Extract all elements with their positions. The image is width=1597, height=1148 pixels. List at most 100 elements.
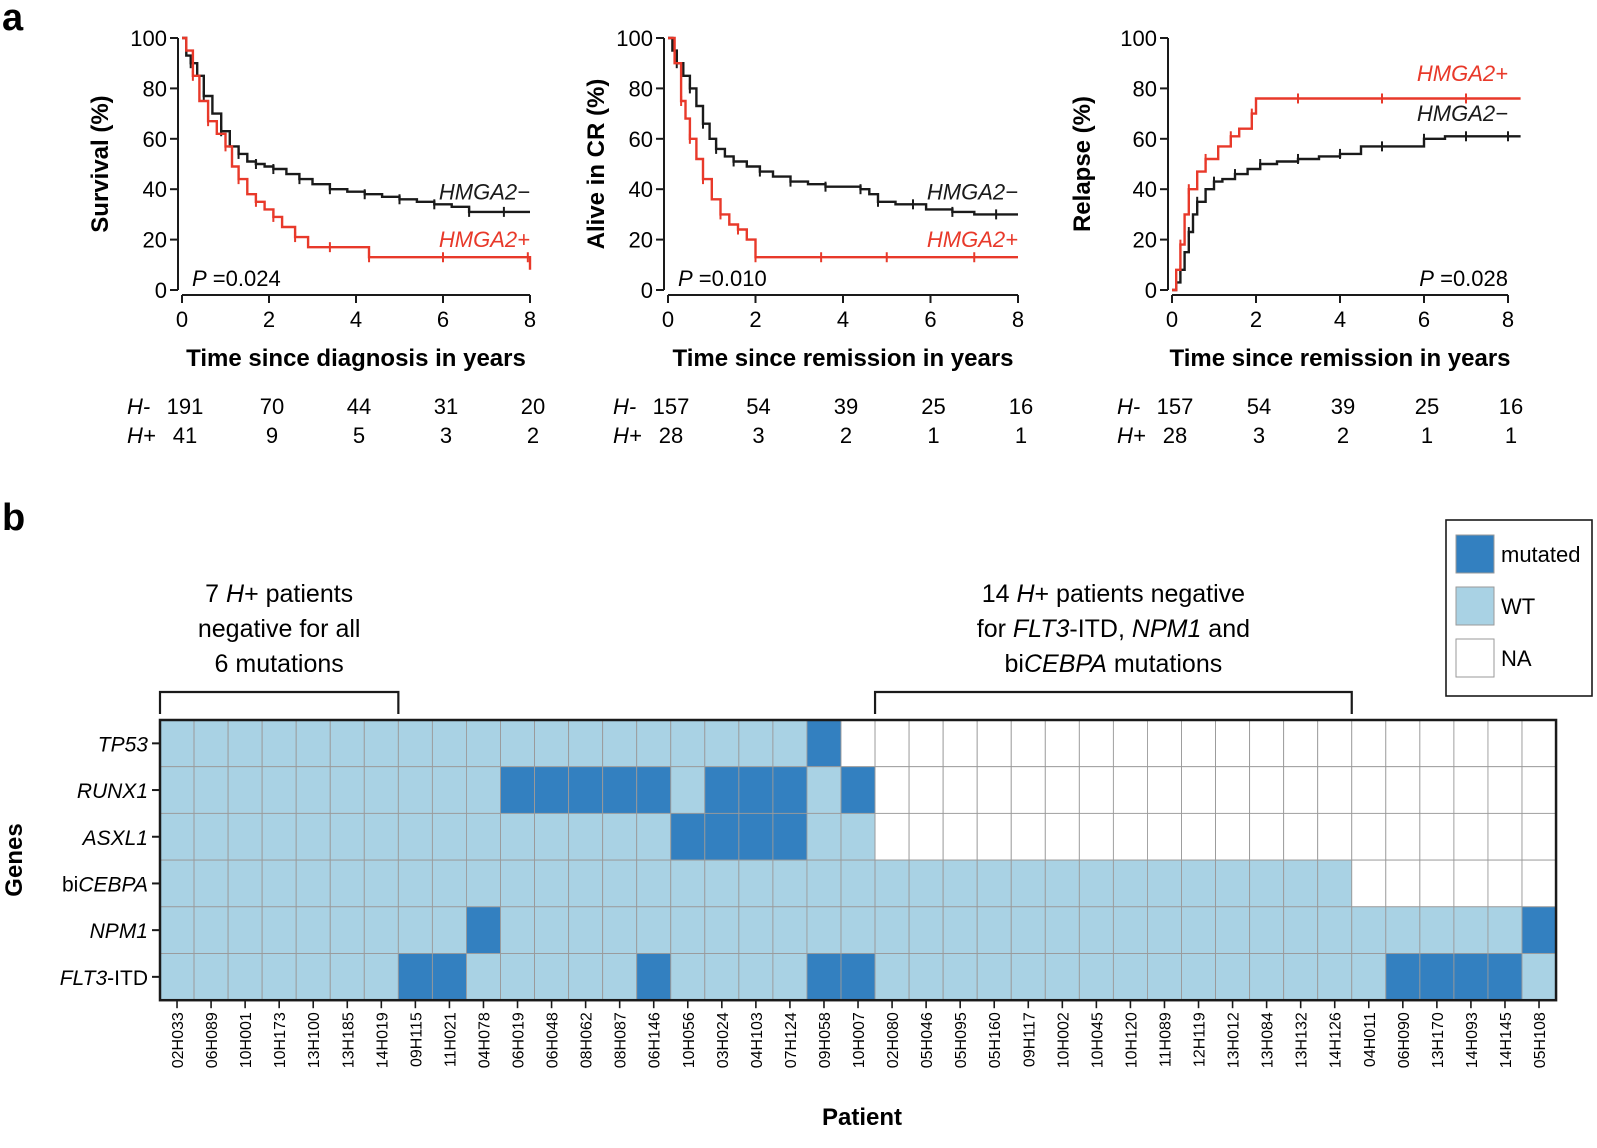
- patient-label: 14H126: [1328, 1012, 1345, 1068]
- heatmap-cell: [431, 766, 467, 814]
- heatmap-cell: [534, 953, 570, 1001]
- y-tick-label: 0: [641, 278, 653, 303]
- heatmap-cell: [670, 906, 706, 954]
- at-risk-value: 157: [1157, 394, 1194, 419]
- heatmap-cell: [670, 953, 706, 1001]
- patient-label: 06H089: [204, 1012, 221, 1068]
- text-part: H: [1016, 580, 1035, 608]
- at-risk-value: 54: [1247, 394, 1271, 419]
- y-tick-label: 0: [155, 278, 167, 303]
- patient-label: 10H002: [1055, 1012, 1072, 1068]
- heatmap-cell: [1044, 812, 1080, 861]
- heatmap-cell: [704, 906, 740, 954]
- bracket-left-text: 6 mutations: [215, 650, 344, 678]
- heatmap-cell: [772, 766, 808, 814]
- x-tick-label: 4: [1334, 307, 1346, 332]
- km-plot-alive-in-cr: 0 20 40 60 80 100 0 2 4 6 8 Time since remission in…: [583, 26, 1033, 448]
- heatmap-cell: [261, 859, 297, 908]
- at-risk-value: 25: [1415, 394, 1439, 419]
- legend-label: NA: [1501, 646, 1532, 671]
- heatmap-cell: [1419, 953, 1455, 1001]
- at-risk-value: 28: [1163, 423, 1187, 448]
- heatmap-cell: [1521, 953, 1557, 1001]
- gene-label-part: NPM1: [90, 920, 148, 943]
- heatmap-cell: [1385, 719, 1421, 768]
- text-part: 7: [205, 580, 226, 608]
- patient-label: 05H095: [953, 1012, 970, 1068]
- heatmap-cell: [1215, 719, 1251, 768]
- heatmap-cell: [500, 953, 535, 1001]
- x-tick-label: 6: [437, 307, 449, 332]
- patient-label: 04H011: [1362, 1012, 1379, 1067]
- heatmap-cell: [568, 953, 604, 1001]
- heatmap-cell: [363, 719, 399, 768]
- heatmap-cell: [976, 953, 1012, 1001]
- heatmap-cell: [1487, 953, 1523, 1001]
- heatmap-cell: [1317, 859, 1353, 908]
- patient-label: 10H007: [851, 1012, 868, 1068]
- heatmap-cell: [397, 953, 433, 1001]
- heatmap-cell: [227, 812, 263, 861]
- text-part: + patients negative: [1035, 580, 1246, 608]
- y-tick-label: 40: [1133, 177, 1157, 202]
- heatmap-cell: [1010, 859, 1046, 908]
- patient-label: 10H056: [681, 1012, 698, 1068]
- gene-label-part: CEBPA: [78, 873, 148, 896]
- x-tick-label: 4: [350, 307, 362, 332]
- x-tick-label: 6: [1418, 307, 1430, 332]
- heatmap-cell: [1078, 859, 1114, 908]
- gene-label: NPM1: [90, 920, 148, 943]
- at-risk-row-label: H+: [613, 423, 642, 448]
- heatmap-cell: [193, 719, 229, 768]
- heatmap-cell: [636, 719, 672, 768]
- at-risk-value: 2: [527, 423, 539, 448]
- bracket-right-text: biCEBPA mutations: [1005, 650, 1223, 678]
- heatmap-cell: [1044, 859, 1080, 908]
- heatmap-cell: [193, 812, 229, 861]
- heatmap-cell: [295, 766, 331, 814]
- heatmap-cell: [1146, 766, 1182, 814]
- patient-label: 10H001: [238, 1012, 255, 1068]
- p-value-symbol: P: [192, 266, 207, 291]
- heatmap-cell: [1521, 859, 1557, 908]
- text-part: -ITD,: [1069, 615, 1132, 643]
- heatmap-cell: [806, 766, 842, 814]
- y-tick-label: 100: [616, 26, 653, 51]
- heatmap-cell: [738, 953, 774, 1001]
- y-tick-label: 80: [629, 76, 653, 101]
- heatmap-cell: [466, 859, 501, 908]
- heatmap-cell: [704, 719, 740, 768]
- gene-label-part: bi: [62, 873, 78, 896]
- heatmap-cell: [159, 859, 195, 908]
- patient-label: 11H021: [442, 1012, 459, 1067]
- heatmap-cell: [1010, 766, 1046, 814]
- heatmap-cell: [1078, 766, 1114, 814]
- heatmap-cell: [1521, 906, 1557, 954]
- heatmap-cell: [1112, 812, 1148, 861]
- y-tick-label: 100: [130, 26, 167, 51]
- patient-label: 13H170: [1430, 1012, 1447, 1068]
- patient-label: 06H048: [545, 1012, 562, 1068]
- heatmap-cell: [1112, 859, 1148, 908]
- heatmap-cell: [1112, 766, 1148, 814]
- x-tick-label: 2: [1250, 307, 1262, 332]
- curve-hmga2-negative: [668, 36, 1018, 216]
- heatmap-cell: [1351, 953, 1387, 1001]
- at-risk-value: 31: [434, 394, 458, 419]
- heatmap-cell: [976, 766, 1012, 814]
- heatmap-cell: [806, 859, 842, 908]
- heatmap-cell: [738, 766, 774, 814]
- p-value: P =0.010: [678, 266, 767, 291]
- at-risk-value: 3: [440, 423, 452, 448]
- heatmap-cell: [159, 766, 195, 814]
- heatmap-cell: [1351, 719, 1387, 768]
- heatmap-cell: [908, 766, 944, 814]
- y-tick-label: 60: [143, 127, 167, 152]
- p-value: P =0.024: [192, 266, 281, 291]
- heatmap-cell: [568, 766, 604, 814]
- heatmap-cell: [159, 719, 195, 768]
- at-risk-row-label: H-: [127, 394, 150, 419]
- heatmap-cell: [840, 812, 876, 861]
- heatmap-cell: [806, 953, 842, 1001]
- heatmap-cell: [1181, 719, 1216, 768]
